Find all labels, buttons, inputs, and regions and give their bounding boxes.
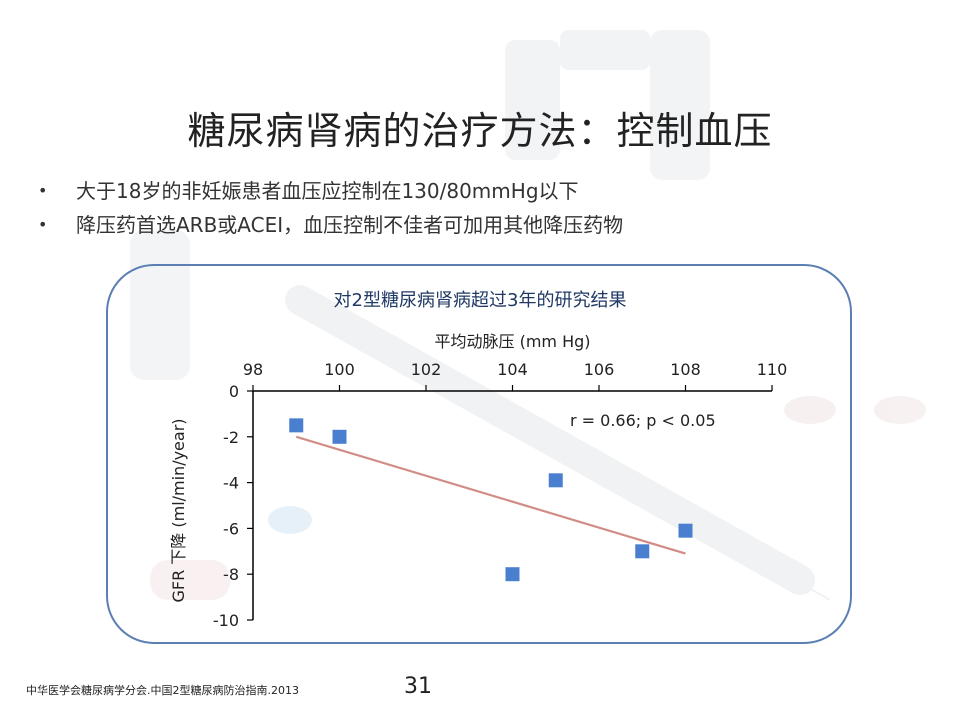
data-point: [332, 429, 347, 444]
page-number: 31: [404, 674, 432, 699]
stat-annotation: r = 0.66; p < 0.05: [570, 411, 716, 430]
x-tick-label: 98: [243, 360, 263, 379]
y-axis-label: GFR 下降 (ml/min/year): [169, 418, 188, 602]
y-tick-label: 0: [229, 382, 239, 401]
bullet-item: • 大于18岁的非妊娠患者血压应控制在130/80mmHg以下: [36, 174, 623, 208]
data-point: [635, 544, 650, 559]
x-tick-label: 110: [757, 360, 788, 379]
x-tick-label: 102: [411, 360, 442, 379]
bullet-text: 降压药首选ARB或ACEI，血压控制不佳者可加用其他降压药物: [76, 213, 624, 237]
y-tick-label: -6: [223, 519, 239, 538]
x-tick-label: 100: [324, 360, 355, 379]
data-point: [678, 523, 693, 538]
data-point: [505, 567, 520, 582]
slide-title: 糖尿病肾病的治疗方法：控制血压: [187, 109, 773, 153]
trendline: [295, 435, 686, 555]
x-tick-label: 108: [670, 360, 701, 379]
bullet-item: • 降压药首选ARB或ACEI，血压控制不佳者可加用其他降压药物: [36, 208, 623, 242]
bullet-dot-icon: •: [38, 215, 48, 234]
x-tick-label: 106: [584, 360, 615, 379]
y-tick-label: -10: [213, 611, 239, 630]
y-tick-label: -8: [223, 565, 239, 584]
data-point: [289, 418, 304, 433]
x-axis-label: 平均动脉压 (mm Hg): [434, 332, 590, 351]
x-tick-label: 104: [497, 360, 528, 379]
y-tick-label: -2: [223, 428, 239, 447]
bullet-dot-icon: •: [38, 181, 48, 200]
bullet-text: 大于18岁的非妊娠患者血压应控制在130/80mmHg以下: [76, 179, 579, 203]
source-citation: 中华医学会糖尿病学分会.中国2型糖尿病防治指南.2013: [26, 684, 299, 697]
chart-title: 对2型糖尿病肾病超过3年的研究结果: [333, 290, 627, 311]
chart-frame: [106, 264, 852, 644]
data-point: [548, 473, 563, 488]
y-tick-label: -4: [223, 474, 239, 493]
bullet-list: • 大于18岁的非妊娠患者血压应控制在130/80mmHg以下 • 降压药首选A…: [36, 174, 623, 242]
